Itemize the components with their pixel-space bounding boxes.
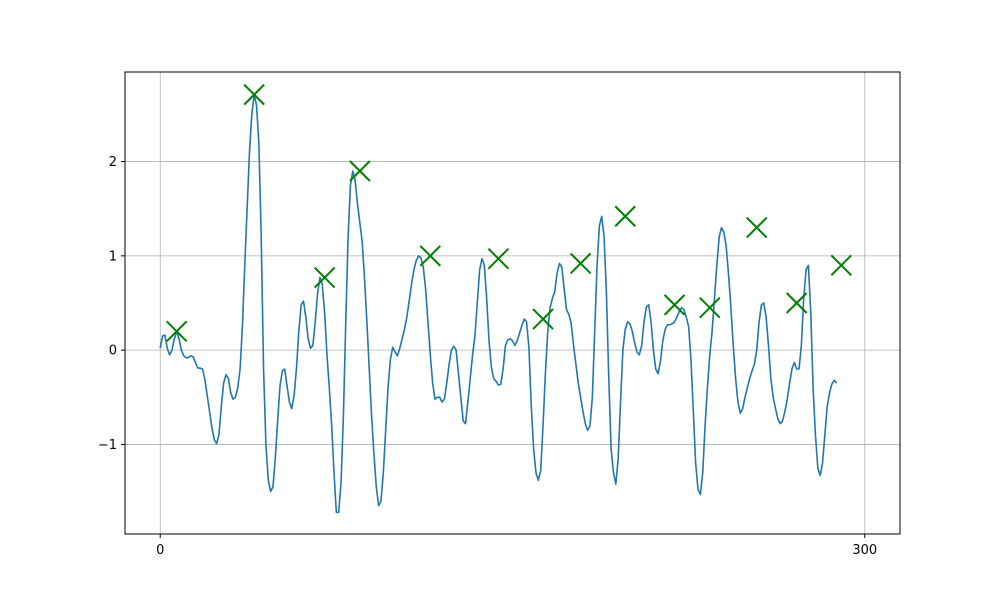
peak-marker: [487, 247, 510, 270]
peak-marker: [313, 266, 336, 289]
x-tick-label: 300: [852, 543, 877, 558]
peak-marker: [663, 294, 686, 316]
x-tick-label: 0: [156, 543, 164, 558]
y-tick-label: 2: [109, 155, 117, 170]
peak-marker: [830, 254, 852, 276]
peak-marker: [349, 160, 371, 182]
peak-marker: [785, 292, 808, 314]
signal-line: [159, 93, 838, 514]
peak-marker: [614, 205, 636, 227]
peak-marker: [243, 83, 265, 106]
axes-frame: [124, 71, 901, 535]
axis-ticks: 0 300 −1 0 1 2: [98, 155, 877, 558]
y-tick-label: 1: [109, 249, 117, 264]
peak-marker: [569, 252, 592, 275]
grid-lines: [125, 72, 900, 534]
peak-marker: [419, 245, 442, 267]
peak-marker: [746, 216, 768, 239]
plot-area: [159, 83, 852, 514]
y-tick-label: 0: [109, 344, 117, 359]
peak-marker: [699, 297, 721, 319]
y-tick-label: −1: [98, 438, 117, 453]
peak-marker: [165, 320, 188, 342]
peak-marker: [532, 308, 554, 330]
